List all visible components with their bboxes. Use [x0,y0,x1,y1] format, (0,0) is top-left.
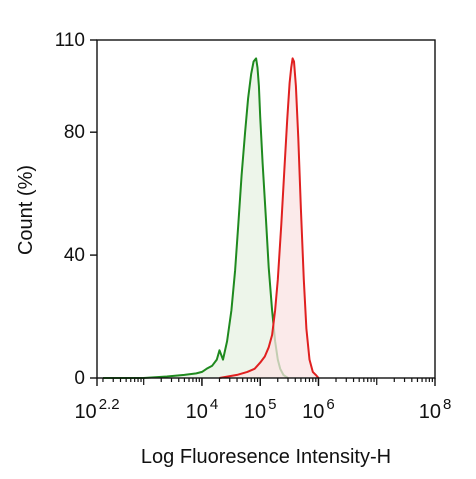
x-tick-label-0: 10 2.2 [74,396,119,423]
y-tick-label-2: 80 [64,122,85,143]
y-tick-label-1: 40 [64,245,85,266]
y-axis-label: Count (%) [15,165,37,255]
y-tick-label-3: 110 [55,30,85,51]
x-tick-label-4: 10 8 [419,396,452,423]
series-0-area [103,58,288,379]
series-1-area [219,58,319,379]
series-1-line [219,57,320,379]
y-tick-label-0: 0 [74,368,85,389]
series-0-line [103,57,289,379]
x-tick-label-3: 10 6 [302,396,335,423]
x-tick-label-1: 10 4 [186,396,219,423]
plot-frame [96,39,436,379]
series-layer [103,57,320,379]
x-axis-label: Log Fluoresence Intensity-H [141,446,391,468]
ticks-layer: 0 40 80 110 10 2.2 10 4 10 5 10 6 10 8 [55,30,452,423]
x-tick-label-2: 10 5 [244,396,277,423]
